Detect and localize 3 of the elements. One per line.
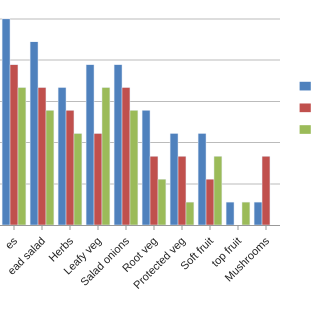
x-tick-label: es [3,234,20,252]
bar [242,202,250,225]
bar [226,202,234,225]
